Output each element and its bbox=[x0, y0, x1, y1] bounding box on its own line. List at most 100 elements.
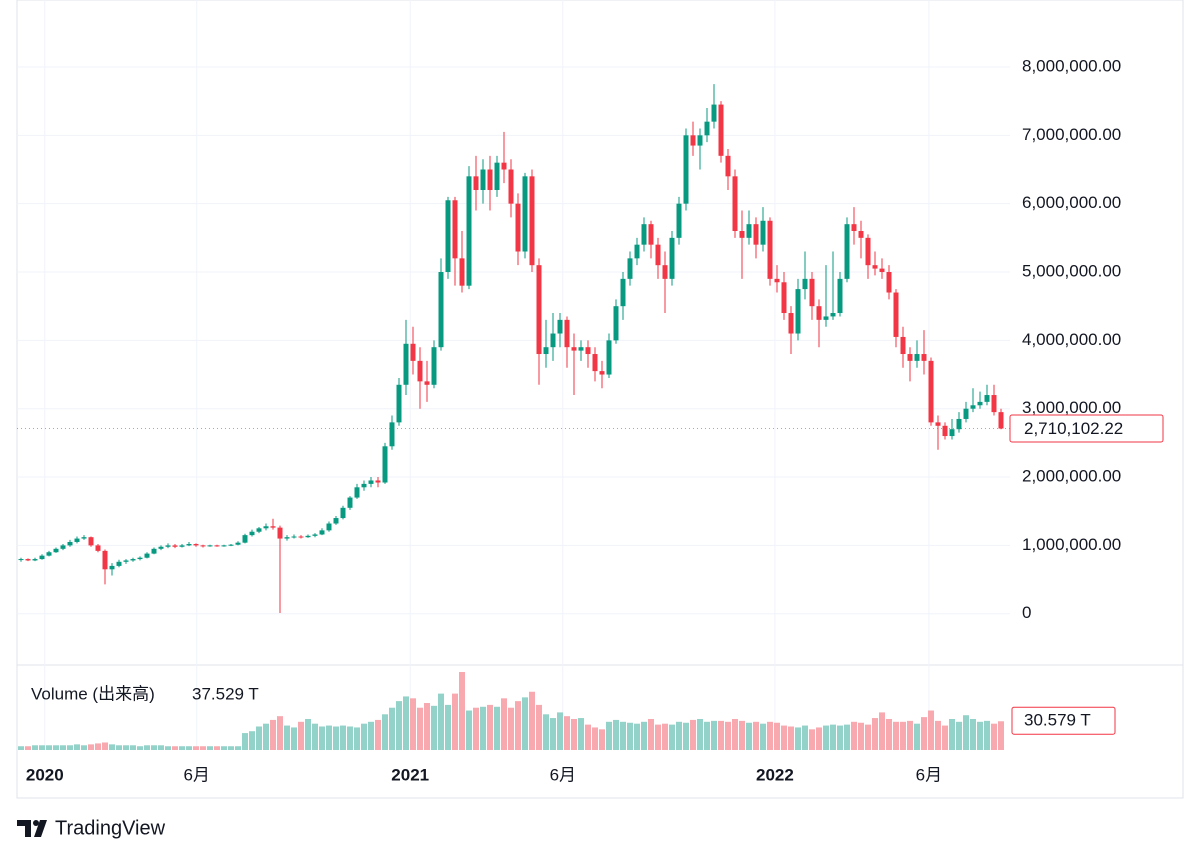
volume-name: Volume (出来高) bbox=[31, 684, 155, 703]
candle-body bbox=[599, 371, 605, 375]
candle-body bbox=[312, 534, 318, 536]
volume-bar bbox=[403, 696, 409, 750]
candle-body bbox=[795, 289, 801, 334]
volume-bar bbox=[410, 698, 416, 750]
volume-bar bbox=[123, 745, 129, 750]
candle-body bbox=[424, 381, 430, 385]
volume-bar bbox=[172, 746, 178, 750]
volume-bar bbox=[501, 698, 507, 750]
volume-bar bbox=[823, 725, 829, 750]
candle-body bbox=[669, 237, 675, 279]
volume-bar bbox=[620, 721, 626, 750]
candle-body bbox=[74, 538, 80, 542]
volume-bar bbox=[977, 721, 983, 750]
candle-body bbox=[263, 526, 269, 529]
volume-bar bbox=[956, 721, 962, 750]
candle-body bbox=[102, 550, 108, 570]
candle-body bbox=[46, 552, 52, 556]
volume-bar bbox=[354, 727, 360, 750]
candle-body bbox=[830, 313, 836, 317]
volume-bar bbox=[900, 721, 906, 750]
volume-bar bbox=[137, 746, 143, 750]
candle-body bbox=[144, 553, 150, 558]
candle-body bbox=[81, 537, 87, 539]
volume-bar bbox=[970, 718, 976, 750]
last-price-label: 2,710,102.22 bbox=[1024, 419, 1123, 438]
candle-body bbox=[788, 313, 794, 334]
candle-body bbox=[109, 565, 115, 570]
candle-body bbox=[760, 220, 766, 245]
volume-bar bbox=[130, 745, 136, 750]
candle-body bbox=[900, 336, 906, 355]
candle-body bbox=[67, 541, 73, 546]
candle-body bbox=[319, 530, 325, 535]
volume-bar bbox=[648, 718, 654, 750]
brand-name: TradingView bbox=[55, 817, 166, 839]
volume-bar bbox=[739, 720, 745, 750]
volume-bar bbox=[669, 724, 675, 750]
candle-body bbox=[823, 316, 829, 320]
candle-body bbox=[340, 507, 346, 519]
candle-body bbox=[627, 258, 633, 279]
candle-body bbox=[935, 422, 941, 426]
chart-frame bbox=[16, 0, 1184, 799]
candle-body bbox=[977, 401, 983, 406]
candle-body bbox=[270, 526, 276, 528]
candle-body bbox=[844, 224, 850, 279]
volume-bar bbox=[606, 721, 612, 750]
volume-bar bbox=[865, 724, 871, 750]
volume-bar bbox=[186, 746, 192, 750]
volume-bar bbox=[655, 724, 661, 750]
volume-bar bbox=[781, 725, 787, 750]
candle-body bbox=[781, 282, 787, 314]
volume-bar bbox=[494, 706, 500, 750]
candle-body bbox=[718, 104, 724, 156]
candle-body bbox=[802, 278, 808, 290]
candle-body bbox=[452, 200, 458, 259]
candle-body bbox=[256, 528, 262, 532]
volume-bar bbox=[858, 722, 864, 750]
volume-bar bbox=[396, 701, 402, 750]
y-tick-label: 8,000,000.00 bbox=[1022, 56, 1121, 75]
candle-body bbox=[571, 347, 577, 351]
y-tick-label: 4,000,000.00 bbox=[1022, 330, 1121, 349]
volume-bar bbox=[914, 723, 920, 750]
candle-body bbox=[522, 176, 528, 252]
volume-bar bbox=[466, 710, 472, 750]
volume-bar bbox=[340, 725, 346, 750]
volume-bar bbox=[627, 722, 633, 750]
volume-bar bbox=[676, 721, 682, 750]
candle-body bbox=[991, 395, 997, 413]
candle-body bbox=[809, 278, 815, 307]
candle-body bbox=[648, 224, 654, 245]
volume-bar bbox=[480, 706, 486, 750]
candle-body bbox=[753, 224, 759, 245]
volume-bar bbox=[788, 726, 794, 750]
candle-body bbox=[928, 360, 934, 423]
candle-body bbox=[221, 545, 227, 547]
candle-body bbox=[711, 104, 717, 122]
volume-bar bbox=[767, 721, 773, 750]
candle-body bbox=[95, 545, 101, 551]
volume-bar bbox=[298, 721, 304, 750]
volume-bar bbox=[774, 722, 780, 750]
candle-body bbox=[480, 169, 486, 190]
volume-bar bbox=[683, 722, 689, 750]
candle-body bbox=[459, 258, 465, 286]
volume-bar bbox=[662, 723, 668, 750]
volume-bar bbox=[445, 704, 451, 750]
volume-bar bbox=[235, 746, 241, 750]
volume-bar bbox=[347, 726, 353, 750]
volume-bar bbox=[312, 723, 318, 750]
candle-body bbox=[634, 244, 640, 259]
volume-bar bbox=[711, 720, 717, 750]
candle-body bbox=[305, 535, 311, 538]
candle-body bbox=[158, 546, 164, 549]
x-tick-label: 6月 bbox=[550, 765, 576, 784]
volume-bar bbox=[725, 721, 731, 750]
candle-body bbox=[949, 429, 955, 437]
volume-bar bbox=[319, 726, 325, 750]
volume-bar bbox=[795, 727, 801, 750]
volume-bar bbox=[284, 725, 290, 750]
candle-body bbox=[165, 545, 171, 547]
